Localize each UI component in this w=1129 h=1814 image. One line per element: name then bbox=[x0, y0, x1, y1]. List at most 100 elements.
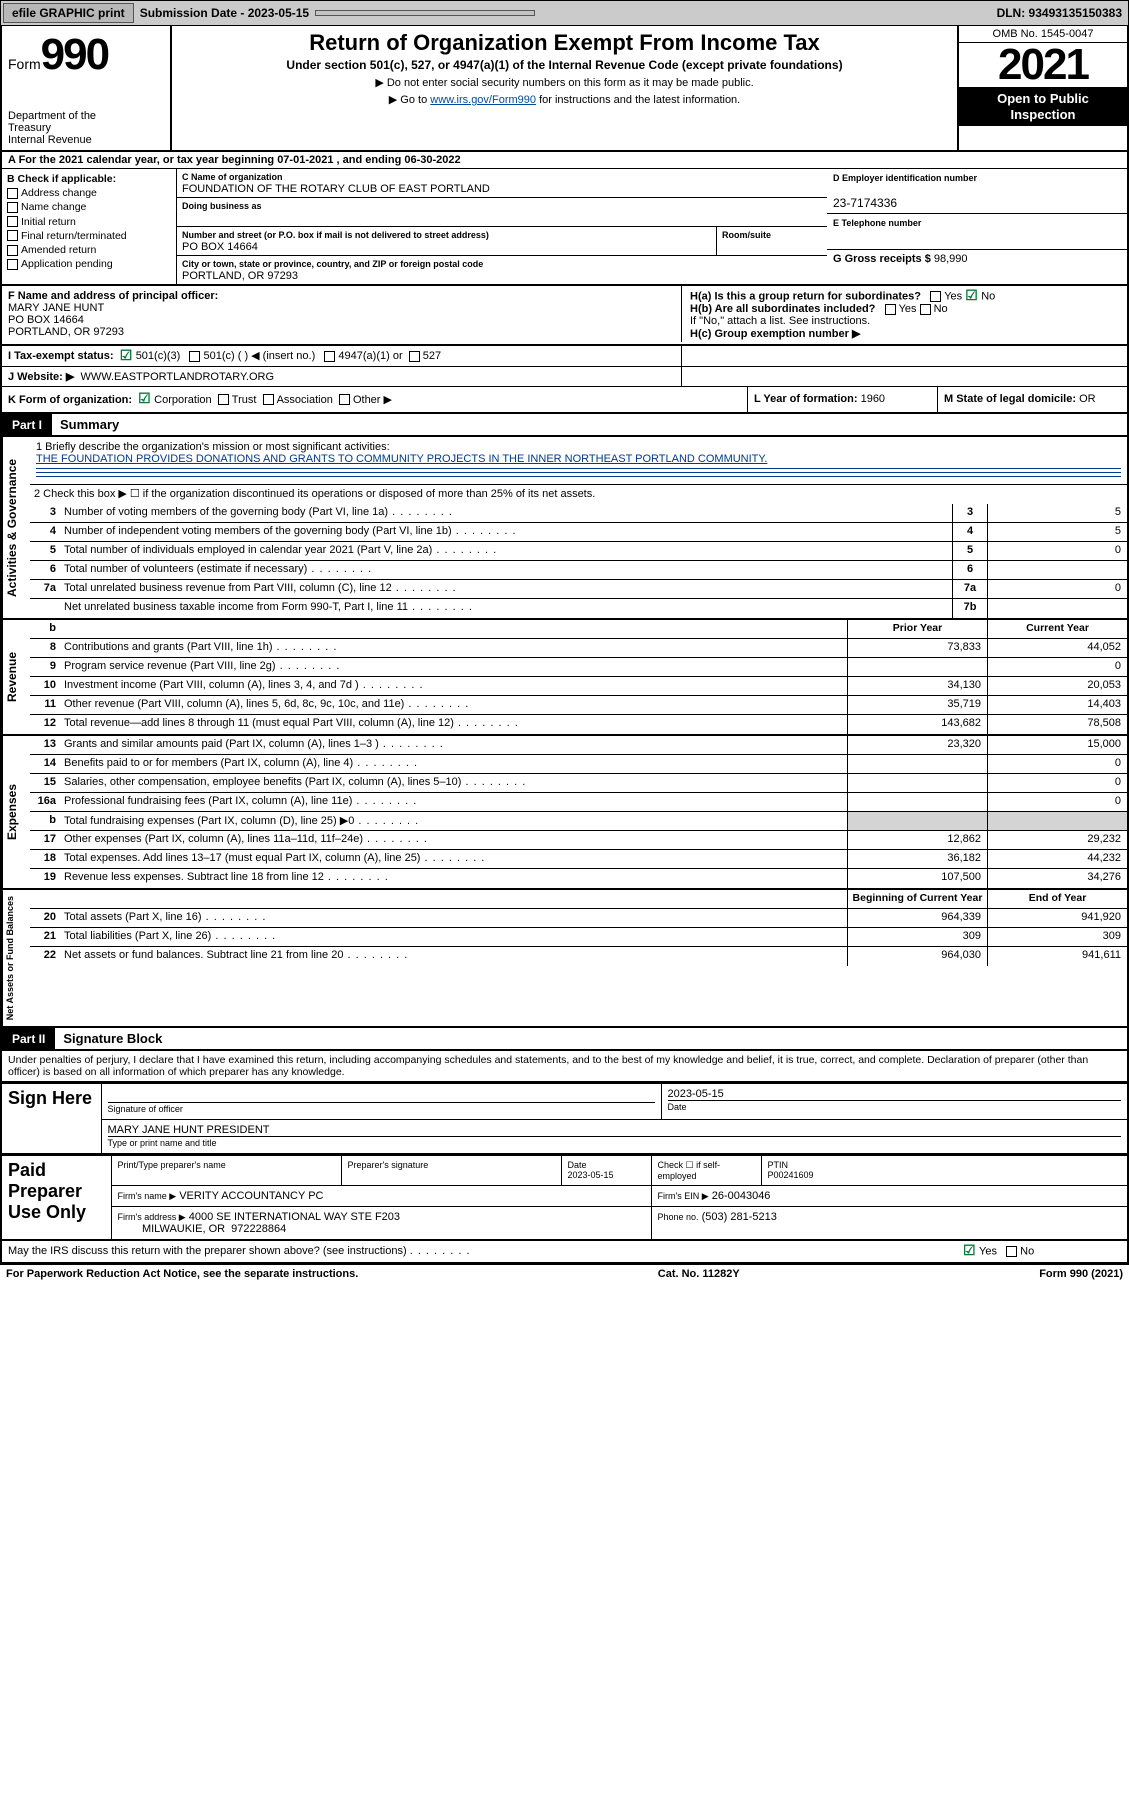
checkbox-icon[interactable] bbox=[339, 394, 350, 405]
b-opt-4: Amended return bbox=[21, 244, 96, 256]
i-opt-1: 501(c) ( ) ◀ (insert no.) bbox=[203, 350, 315, 362]
checkbox-icon[interactable] bbox=[7, 188, 18, 199]
gross-receipts-lbl: G Gross receipts $ bbox=[833, 253, 931, 265]
discuss-question: May the IRS discuss this return with the… bbox=[8, 1245, 407, 1257]
summary-line: Net unrelated business taxable income fr… bbox=[30, 599, 1127, 618]
sign-here-label: Sign Here bbox=[1, 1084, 101, 1155]
part1-tab: Part I bbox=[2, 415, 52, 435]
prep-date-lbl: Date bbox=[568, 1160, 587, 1170]
checkbox-icon[interactable] bbox=[263, 394, 274, 405]
gross-receipts-value: 98,990 bbox=[934, 253, 968, 265]
efile-print-button[interactable]: efile GRAPHIC print bbox=[3, 3, 134, 23]
col-header-row: b Prior Year Current Year bbox=[30, 620, 1127, 639]
open-to-public-badge: Open to Public Inspection bbox=[959, 87, 1127, 126]
m-lbl: M State of legal domicile: bbox=[944, 393, 1076, 405]
k-opt-0: Corporation bbox=[154, 394, 211, 406]
c-name-lbl: C Name of organization bbox=[182, 172, 283, 182]
summary-line: 13Grants and similar amounts paid (Part … bbox=[30, 736, 1127, 755]
printed-name-lbl: Type or print name and title bbox=[108, 1138, 217, 1148]
vtab-balances: Net Assets or Fund Balances bbox=[2, 890, 30, 1026]
checkbox-icon[interactable] bbox=[218, 394, 229, 405]
checkbox-icon[interactable] bbox=[920, 304, 931, 315]
summary-line: 3Number of voting members of the governi… bbox=[30, 504, 1127, 523]
col-current-year: Current Year bbox=[987, 620, 1127, 638]
checkbox-icon[interactable] bbox=[930, 291, 941, 302]
footer-left: For Paperwork Reduction Act Notice, see … bbox=[6, 1268, 358, 1280]
checkbox-icon[interactable] bbox=[7, 259, 18, 270]
firm-addr-lbl: Firm's address ▶ bbox=[118, 1212, 186, 1222]
page-footer: For Paperwork Reduction Act Notice, see … bbox=[0, 1264, 1129, 1283]
firm-name-lbl: Firm's name ▶ bbox=[118, 1191, 177, 1201]
checkbox-icon[interactable] bbox=[885, 304, 896, 315]
b-opt-5: Application pending bbox=[21, 258, 113, 270]
paid-preparer-table: Paid Preparer Use Only Print/Type prepar… bbox=[0, 1155, 1129, 1241]
colB-title: B Check if applicable: bbox=[7, 173, 116, 185]
form-id-block: Form990 Department of theTreasuryInterna… bbox=[2, 26, 172, 150]
b-opt-0: Address change bbox=[21, 187, 97, 199]
part1-title: Summary bbox=[52, 414, 1127, 435]
checked-icon: ☑ bbox=[138, 393, 151, 406]
paid-preparer-label: Paid Preparer Use Only bbox=[1, 1156, 111, 1241]
firm-ein: 26-0043046 bbox=[712, 1190, 771, 1202]
checkbox-icon[interactable] bbox=[7, 245, 18, 256]
ptin-lbl: PTIN bbox=[768, 1160, 789, 1170]
tax-exempt-row: I Tax-exempt status: ☑501(c)(3) 501(c) (… bbox=[0, 346, 1129, 367]
officer-name: MARY JANE HUNT bbox=[8, 302, 104, 314]
group-return-block: H(a) Is this a group return for subordin… bbox=[682, 286, 1127, 344]
form-title-block: Return of Organization Exempt From Incom… bbox=[172, 26, 957, 150]
ein-lbl: D Employer identification number bbox=[833, 173, 977, 183]
bal-header-row: Beginning of Current Year End of Year bbox=[30, 890, 1127, 909]
part2-title: Signature Block bbox=[55, 1028, 1127, 1049]
col-b: b bbox=[30, 620, 60, 638]
ssn-warning: ▶ Do not enter social security numbers o… bbox=[180, 76, 949, 89]
footer-cat: Cat. No. 11282Y bbox=[658, 1268, 740, 1280]
officer-printed-name: MARY JANE HUNT PRESIDENT bbox=[108, 1124, 270, 1136]
hb-lbl: H(b) Are all subordinates included? bbox=[690, 303, 875, 315]
hb-note: If "No," attach a list. See instructions… bbox=[690, 315, 1119, 327]
room-lbl: Room/suite bbox=[722, 230, 771, 240]
checkbox-icon[interactable] bbox=[324, 351, 335, 362]
checkbox-icon[interactable] bbox=[1006, 1246, 1017, 1257]
ha-lbl: H(a) Is this a group return for subordin… bbox=[690, 290, 921, 302]
ha-yes: Yes bbox=[944, 290, 962, 302]
checkbox-icon[interactable] bbox=[7, 216, 18, 227]
instructions-link[interactable]: www.irs.gov/Form990 bbox=[430, 94, 536, 106]
entity-block: B Check if applicable: Address change Na… bbox=[0, 169, 1129, 286]
i-opt-2: 4947(a)(1) or bbox=[338, 350, 402, 362]
firm-ein-lbl: Firm's EIN ▶ bbox=[658, 1191, 709, 1201]
sign-date: 2023-05-15 bbox=[668, 1088, 724, 1100]
summary-line: 19Revenue less expenses. Subtract line 1… bbox=[30, 869, 1127, 888]
dln-label: DLN: 93493135150383 bbox=[997, 6, 1128, 20]
prep-sig-lbl: Preparer's signature bbox=[341, 1156, 561, 1186]
k-opt-2: Association bbox=[277, 394, 333, 406]
org-name: FOUNDATION OF THE ROTARY CLUB OF EAST PO… bbox=[182, 183, 490, 195]
dba-lbl: Doing business as bbox=[182, 201, 262, 211]
summary-balances: Net Assets or Fund Balances Beginning of… bbox=[0, 890, 1129, 1028]
summary-expenses: Expenses 13Grants and similar amounts pa… bbox=[0, 736, 1129, 890]
summary-line: 6Total number of volunteers (estimate if… bbox=[30, 561, 1127, 580]
checkbox-icon[interactable] bbox=[189, 351, 200, 362]
year-formation: 1960 bbox=[861, 393, 885, 405]
self-emp-lbl: Check ☐ if self-employed bbox=[651, 1156, 761, 1186]
street-address: PO BOX 14664 bbox=[182, 241, 258, 253]
b-opt-1: Name change bbox=[21, 201, 86, 213]
col-prior-year: Prior Year bbox=[847, 620, 987, 638]
submission-spacer bbox=[315, 10, 535, 16]
firm-phone-lbl: Phone no. bbox=[658, 1212, 699, 1222]
discuss-no: No bbox=[1020, 1246, 1034, 1258]
summary-line: bTotal fundraising expenses (Part IX, co… bbox=[30, 812, 1127, 831]
hc-lbl: H(c) Group exemption number ▶ bbox=[690, 328, 860, 340]
city-state-zip: PORTLAND, OR 97293 bbox=[182, 270, 298, 282]
name-address-block: C Name of organization FOUNDATION OF THE… bbox=[177, 169, 827, 284]
sig-of-officer-lbl: Signature of officer bbox=[108, 1104, 183, 1114]
mission-lbl: 1 Briefly describe the organization's mi… bbox=[36, 441, 1121, 453]
checked-icon: ☑ bbox=[963, 1245, 976, 1258]
instructions-link-line: ▶ Go to www.irs.gov/Form990 for instruct… bbox=[180, 93, 949, 106]
officer-group-block: F Name and address of principal officer:… bbox=[0, 286, 1129, 346]
checkbox-icon[interactable] bbox=[409, 351, 420, 362]
footer-right: Form 990 (2021) bbox=[1039, 1268, 1123, 1280]
checkbox-icon[interactable] bbox=[7, 202, 18, 213]
b-opt-3: Final return/terminated bbox=[21, 230, 127, 242]
perjury-declaration: Under penalties of perjury, I declare th… bbox=[0, 1051, 1129, 1083]
checkbox-icon[interactable] bbox=[7, 230, 18, 241]
